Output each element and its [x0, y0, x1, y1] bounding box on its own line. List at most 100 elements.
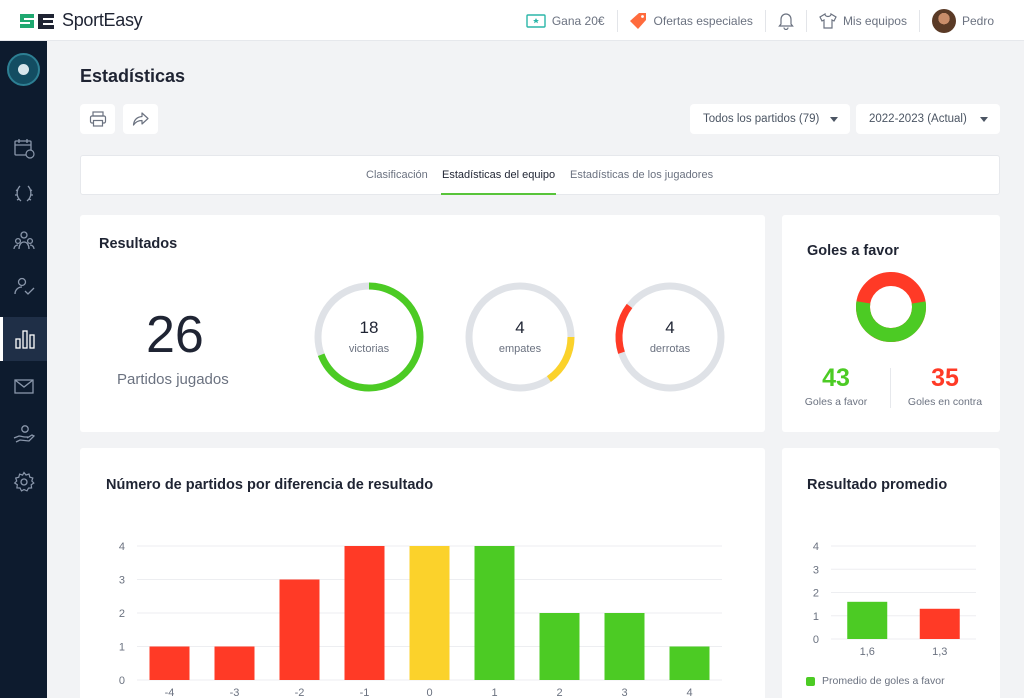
bar-1,6[interactable] — [847, 601, 888, 639]
x-tick-label: 1 — [491, 687, 497, 698]
active-tab-indicator — [441, 193, 556, 195]
goals-title: Goles a favor — [807, 243, 899, 259]
matches-played-label: Partidos jugados — [117, 371, 229, 388]
x-tick-label: 3 — [621, 687, 627, 698]
sidebar-item-payments[interactable] — [0, 412, 47, 456]
x-tick-label: 1,3 — [932, 646, 947, 658]
average-result-card — [782, 448, 1000, 698]
sidebar-item-messages[interactable] — [0, 364, 47, 408]
offers-link[interactable]: Ofertas especiales — [616, 9, 765, 32]
app-name: SportEasy — [62, 10, 143, 30]
wins-donut-arc — [314, 282, 424, 392]
bar-3[interactable] — [604, 613, 645, 680]
notifications-button[interactable] — [764, 9, 806, 32]
printer-icon — [89, 111, 106, 127]
y-tick-label: 2 — [119, 608, 125, 620]
hand-coin-icon — [13, 425, 35, 443]
app-logo[interactable]: SportEasy — [18, 10, 143, 31]
bar-2[interactable] — [539, 613, 580, 680]
goals-donut — [856, 272, 926, 342]
bell-icon — [778, 12, 794, 30]
losses-donut-arc — [615, 282, 725, 392]
my-teams-link[interactable]: Mis equipos — [805, 9, 919, 32]
share-icon — [132, 112, 149, 126]
goals-card — [782, 215, 1000, 432]
x-tick-label: 2 — [556, 687, 562, 698]
goal-difference-title: Número de partidos por diferencia de res… — [106, 477, 434, 493]
y-tick-label: 0 — [119, 675, 125, 687]
draws-label: empates — [498, 343, 542, 355]
y-tick-label: 1 — [119, 642, 125, 654]
goals-for-label: Goles a favor — [804, 396, 868, 408]
losses-label: derrotas — [649, 343, 691, 355]
x-tick-label: 0 — [426, 687, 432, 698]
club-badge[interactable] — [7, 53, 40, 86]
bar-1[interactable] — [474, 546, 515, 680]
y-tick-label: 0 — [813, 634, 819, 646]
losses-count: 4 — [665, 318, 675, 337]
season-select[interactable]: 2022-2023 (Actual) — [856, 104, 1000, 134]
bar--3[interactable] — [214, 646, 255, 681]
x-tick-label: 4 — [686, 687, 692, 698]
earn-link[interactable]: Gana 20€ — [514, 10, 617, 32]
legend-swatch — [806, 676, 815, 686]
results-title: Resultados — [99, 236, 178, 252]
wins-count: 18 — [359, 318, 379, 337]
draws-count: 4 — [515, 318, 525, 337]
print-button[interactable] — [80, 104, 115, 134]
sporteasy-logo-icon — [20, 13, 54, 29]
x-tick-label: -1 — [360, 687, 370, 698]
sidebar — [0, 41, 47, 698]
top-bar: SportEasy Gana 20€ Ofertas especiales Mi… — [0, 0, 1024, 41]
y-tick-label: 4 — [813, 541, 819, 553]
x-tick-label: 1,6 — [860, 646, 875, 658]
sidebar-item-competitions[interactable] — [0, 172, 47, 216]
legend-label: Promedio de goles a favor — [822, 675, 945, 687]
y-tick-label: 1 — [813, 611, 819, 623]
goals-against-count: 35 — [931, 364, 959, 392]
user-menu[interactable]: Pedro — [918, 8, 1006, 33]
share-button[interactable] — [123, 104, 158, 134]
season-value: 2022-2023 (Actual) — [869, 113, 967, 125]
bar-4[interactable] — [669, 646, 710, 681]
goals-for-count: 43 — [822, 364, 850, 392]
matches-filter-value: Todos los partidos (79) — [703, 113, 820, 125]
avatar — [931, 8, 956, 33]
stats-tabs: Clasificación Estadísticas del equipo Es… — [80, 155, 1000, 195]
results-card — [80, 215, 765, 432]
sidebar-item-attendance[interactable] — [0, 264, 47, 308]
tab-team-stats[interactable]: Estadísticas del equipo — [442, 169, 556, 181]
sidebar-item-team[interactable] — [0, 218, 47, 262]
goals-against-label: Goles en contra — [907, 396, 983, 408]
gear-icon — [13, 471, 35, 492]
ticket-icon — [526, 13, 546, 28]
chevron-down-icon — [830, 117, 838, 122]
y-tick-label: 4 — [119, 541, 125, 553]
goals-divider — [890, 368, 891, 408]
sidebar-item-settings[interactable] — [0, 460, 47, 504]
y-tick-label: 3 — [813, 564, 819, 576]
calendar-icon — [13, 139, 35, 159]
matches-played-count: 26 — [146, 306, 204, 364]
sidebar-item-calendar[interactable] — [0, 126, 47, 170]
earn-label: Gana 20€ — [551, 13, 605, 28]
tab-classification[interactable]: Clasificación — [366, 169, 428, 181]
y-tick-label: 3 — [119, 575, 125, 587]
offers-label: Ofertas especiales — [653, 13, 753, 28]
x-tick-label: -2 — [295, 687, 305, 698]
sidebar-item-statistics[interactable] — [0, 317, 47, 361]
mail-icon — [13, 379, 34, 394]
tab-player-stats[interactable]: Estadísticas de los jugadores — [570, 169, 714, 181]
average-chart-legend: Promedio de goles a favor — [806, 675, 945, 687]
x-tick-label: -3 — [230, 687, 240, 698]
bar--2[interactable] — [279, 579, 320, 681]
x-tick-label: -4 — [165, 687, 175, 698]
bar-0[interactable] — [409, 546, 450, 680]
matches-filter-select[interactable]: Todos los partidos (79) — [690, 104, 850, 134]
bar-1,3[interactable] — [919, 608, 960, 639]
y-tick-label: 2 — [813, 588, 819, 600]
bar--1[interactable] — [344, 546, 385, 680]
bar--4[interactable] — [149, 646, 190, 681]
bar-chart-icon — [15, 330, 35, 349]
